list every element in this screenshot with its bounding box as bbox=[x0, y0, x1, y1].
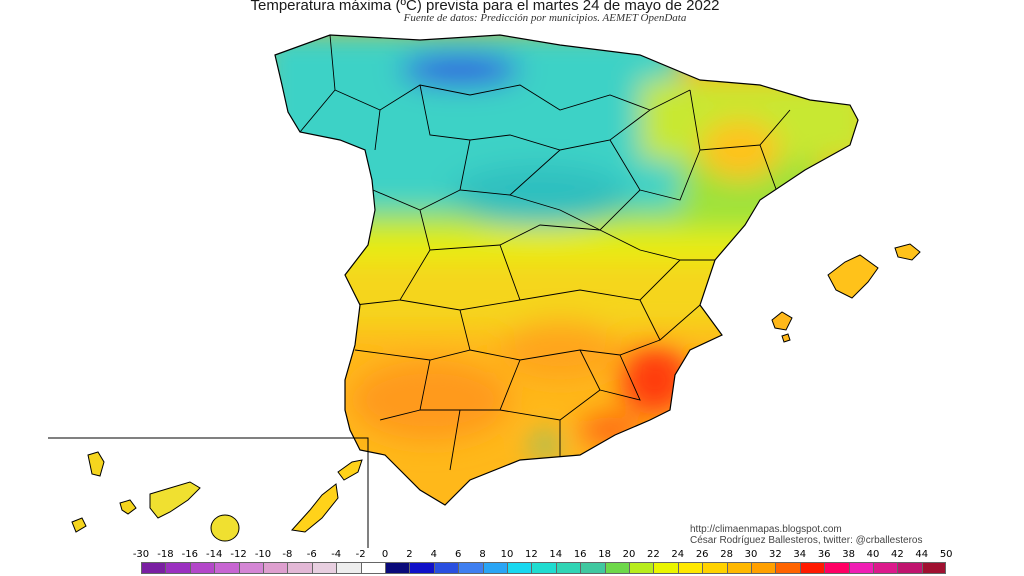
gran-canaria bbox=[210, 514, 240, 542]
spot-guadalquivir bbox=[350, 360, 510, 440]
map-title: Temperatura máxima (ºC) prevista para el… bbox=[250, 0, 720, 14]
credit-blog: http://climaenmapas.blogspot.com bbox=[690, 524, 842, 535]
menorca bbox=[894, 243, 921, 261]
inset-frame bbox=[48, 437, 369, 548]
spot-murcia bbox=[620, 345, 690, 415]
spot-duero-cool bbox=[450, 165, 630, 225]
fuerteventura bbox=[291, 483, 339, 533]
la-palma bbox=[87, 451, 105, 477]
peninsula-outline bbox=[274, 34, 859, 506]
spot-ebro-warm bbox=[700, 120, 780, 180]
balearic-islands bbox=[771, 243, 921, 343]
spot-mancha bbox=[500, 320, 620, 380]
el-hierro bbox=[71, 517, 87, 533]
spot-sierra-cool bbox=[531, 437, 559, 453]
mallorca bbox=[827, 254, 879, 299]
peninsula-temperature-field bbox=[275, 35, 858, 505]
la-gomera bbox=[119, 499, 137, 515]
formentera bbox=[781, 333, 791, 343]
map-subtitle: Fuente de datos: Predicción por municipi… bbox=[403, 12, 687, 24]
canary-inset bbox=[48, 437, 369, 548]
lanzarote bbox=[337, 459, 363, 481]
spot-almeria bbox=[580, 416, 640, 444]
ibiza bbox=[771, 311, 793, 331]
spot-cantabria-cold bbox=[400, 55, 520, 85]
credit-author: César Rodríguez Ballesteros, twitter: @c… bbox=[690, 535, 923, 546]
province-borders bbox=[299, 35, 791, 471]
tenerife bbox=[149, 481, 201, 519]
